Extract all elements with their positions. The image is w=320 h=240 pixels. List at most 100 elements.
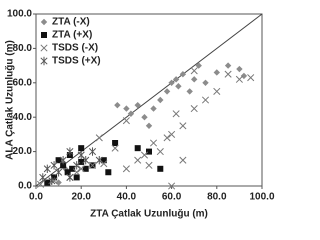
point [82, 165, 89, 172]
point [213, 87, 221, 95]
point [202, 79, 209, 86]
point [82, 156, 90, 165]
point [145, 122, 153, 129]
point [168, 182, 176, 190]
point [69, 165, 76, 172]
point [73, 161, 81, 170]
point [55, 179, 62, 186]
point [175, 83, 182, 90]
x-tick-label: 60.0 [162, 192, 182, 203]
legend-label: TSDS (-X) [52, 43, 98, 54]
point [51, 174, 58, 181]
point [43, 164, 51, 173]
point [240, 72, 248, 80]
point [134, 145, 141, 152]
chart: ALA Çatlak Uzunluğu (m) ZTA Çatlak Uzunl… [5, 9, 275, 220]
point [122, 165, 130, 173]
point [145, 161, 153, 169]
point [213, 69, 220, 76]
point [186, 88, 193, 95]
point [105, 169, 112, 176]
y-tick-label: 40.0 [13, 112, 33, 123]
point [157, 96, 164, 104]
point [201, 96, 210, 104]
point [195, 62, 202, 69]
point [149, 139, 158, 147]
x-tick-label: 100.0 [249, 192, 274, 203]
point [100, 157, 107, 164]
point [59, 156, 67, 165]
legend-marker [40, 44, 48, 52]
point [168, 130, 176, 138]
point [39, 173, 47, 182]
point [150, 105, 157, 112]
point [36, 180, 45, 188]
point [50, 161, 58, 170]
point [146, 148, 152, 155]
point [78, 158, 85, 165]
point [224, 70, 232, 78]
point [163, 134, 171, 142]
point [163, 88, 171, 95]
legend-label: ZTA (-X) [52, 17, 90, 28]
legend-label: ZTA (+X) [52, 30, 92, 41]
point [95, 156, 103, 165]
point [236, 65, 243, 73]
point [73, 174, 80, 181]
point [60, 162, 67, 169]
point [55, 157, 62, 164]
y-tick-label: 0.0 [18, 181, 32, 192]
point [100, 160, 108, 168]
point [66, 147, 74, 156]
point [141, 114, 148, 121]
point [111, 144, 119, 152]
reference-line [35, 13, 263, 187]
x-axis-label: ZTA Çatlak Uzunluğu (m) [90, 209, 208, 220]
y-tick-label: 80.0 [13, 43, 33, 54]
point [247, 74, 255, 82]
y-tick-label: 60.0 [13, 77, 33, 88]
point [172, 110, 180, 118]
point [134, 156, 142, 164]
y-tick-label: 100.0 [7, 9, 32, 20]
point [235, 75, 243, 83]
point [48, 176, 56, 186]
point [179, 156, 187, 164]
point [179, 71, 187, 78]
y-axis-label: ALA Çatlak Uzunluğu (m) [5, 40, 16, 160]
point [122, 117, 130, 125]
point [224, 62, 232, 69]
point [127, 110, 135, 117]
point [44, 179, 51, 186]
point [112, 140, 119, 146]
point [156, 148, 164, 156]
point [73, 168, 81, 176]
point [179, 122, 187, 130]
point [66, 173, 74, 182]
point [157, 165, 164, 172]
legend-marker [40, 56, 48, 66]
legend-marker [40, 18, 48, 26]
x-tick-label: 20.0 [71, 192, 91, 203]
point [114, 101, 121, 109]
point [140, 151, 149, 159]
point [95, 134, 103, 142]
plot-area [35, 13, 263, 187]
x-tick-label: 0.0 [29, 192, 43, 203]
point [191, 76, 198, 83]
point [168, 79, 175, 86]
point [55, 168, 63, 177]
point [88, 147, 97, 156]
point [77, 165, 85, 173]
legend-label: TSDS (+X) [52, 56, 101, 67]
point [190, 67, 198, 75]
point [134, 101, 141, 109]
point [78, 145, 85, 152]
point [172, 76, 180, 83]
point [123, 105, 130, 112]
point [88, 161, 97, 169]
legend-marker [41, 32, 47, 38]
x-tick-label: 40.0 [117, 192, 137, 203]
point [64, 169, 71, 176]
x-tick-label: 80.0 [207, 192, 227, 203]
